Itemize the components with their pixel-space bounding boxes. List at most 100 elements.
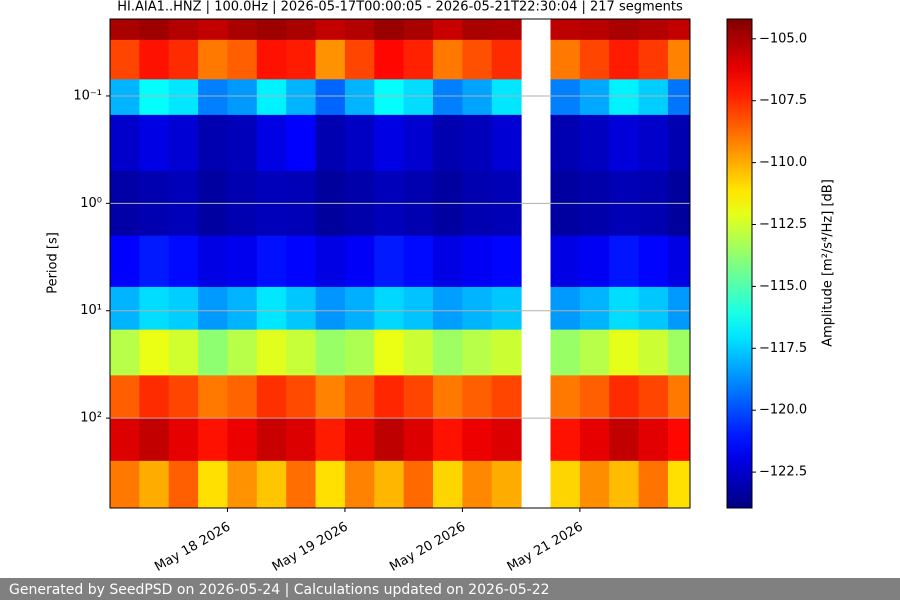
heatmap-cell (110, 235, 140, 288)
heatmap-cell (491, 286, 522, 331)
heatmap-cell (609, 460, 640, 509)
heatmap-cell (286, 19, 317, 41)
heatmap-cell (227, 235, 258, 288)
heatmap-cell (374, 114, 405, 172)
heatmap-cell (227, 19, 258, 41)
y-axis-label: Period [s] (46, 232, 61, 294)
heatmap-cell (667, 235, 691, 288)
heatmap-cell (462, 418, 493, 462)
heatmap-cell (638, 39, 669, 80)
heatmap-cell (667, 79, 691, 116)
heatmap-cell (491, 39, 522, 80)
heatmap-cell (344, 460, 375, 509)
heatmap-cell (227, 460, 258, 509)
heatmap-cell (286, 329, 317, 376)
heatmap-cell (609, 79, 640, 116)
heatmap-cell (491, 19, 522, 41)
heatmap-cell (286, 79, 317, 116)
heatmap-cell (462, 19, 493, 41)
heatmap-cell (315, 418, 346, 462)
heatmap-cell (286, 235, 317, 288)
heatmap-cell (374, 286, 405, 331)
heatmap-cell (579, 418, 610, 462)
heatmap-cell (403, 19, 434, 41)
heatmap-cell (638, 375, 669, 419)
heatmap-cell (256, 329, 287, 376)
heatmap-cell (667, 418, 691, 462)
heatmap-cell (315, 375, 346, 419)
heatmap-cell (198, 460, 228, 509)
heatmap-cell (609, 329, 640, 376)
heatmap-cell (579, 460, 610, 509)
heatmap-cell (462, 460, 493, 509)
y-tick-label: 10⁻¹ (73, 88, 102, 103)
heatmap-cell (403, 114, 434, 172)
heatmap (110, 19, 691, 509)
x-tick-label: May 20 2026 (387, 520, 468, 575)
y-tick-label: 10² (80, 411, 102, 426)
heatmap-cell (110, 114, 140, 172)
heatmap-cell (110, 19, 140, 41)
heatmap-cell (550, 418, 581, 462)
heatmap-cell (433, 460, 463, 509)
heatmap-cell (110, 79, 140, 116)
heatmap-cell (168, 460, 199, 509)
heatmap-cell (579, 286, 610, 331)
heatmap-cell (198, 418, 228, 462)
heatmap-cell (139, 375, 170, 419)
heatmap-cell (609, 375, 640, 419)
heatmap-cell (315, 235, 346, 288)
heatmap-cell (168, 329, 199, 376)
heatmap-cell (579, 39, 610, 80)
heatmap-cell (374, 375, 405, 419)
heatmap-cell (344, 79, 375, 116)
heatmap-cell (139, 460, 170, 509)
heatmap-cell (315, 79, 346, 116)
heatmap-cell (433, 329, 463, 376)
colorbar-tick-label: −120.0 (759, 403, 807, 418)
heatmap-cell (462, 235, 493, 288)
heatmap-cell (168, 418, 199, 462)
heatmap-cell (110, 460, 140, 509)
heatmap-cell (227, 39, 258, 80)
heatmap-cell (286, 114, 317, 172)
heatmap-cell (374, 418, 405, 462)
heatmap-cell (256, 286, 287, 331)
heatmap-cell (491, 235, 522, 288)
heatmap-cell (139, 235, 170, 288)
heatmap-cell (256, 460, 287, 509)
colorbar-tick-label: −107.5 (759, 93, 807, 108)
colorbar-tick-label: −117.5 (759, 341, 807, 356)
heatmap-cell (579, 375, 610, 419)
heatmap-cell (550, 114, 581, 172)
heatmap-cell (609, 418, 640, 462)
heatmap-cell (550, 286, 581, 331)
heatmap-cell (139, 79, 170, 116)
heatmap-cell (344, 39, 375, 80)
heatmap-cell (550, 460, 581, 509)
heatmap-cell (403, 39, 434, 80)
heatmap-cell (227, 418, 258, 462)
heatmap-cell (374, 19, 405, 41)
heatmap-cell (315, 19, 346, 41)
x-tick-label: May 19 2026 (270, 520, 351, 575)
chart-title: HI.AIA1..HNZ | 100.0Hz | 2026-05-17T00:0… (117, 0, 683, 15)
heatmap-cell (609, 286, 640, 331)
heatmap-cell (462, 286, 493, 331)
heatmap-cell (374, 79, 405, 116)
heatmap-cell (256, 19, 287, 41)
heatmap-cell (579, 329, 610, 376)
heatmap-cell (198, 114, 228, 172)
heatmap-cell (638, 418, 669, 462)
heatmap-cell (344, 418, 375, 462)
heatmap-cell (550, 19, 581, 41)
heatmap-cell (139, 418, 170, 462)
heatmap-cell (286, 39, 317, 80)
heatmap-cell (315, 114, 346, 172)
heatmap-cell (638, 460, 669, 509)
heatmap-cell (609, 114, 640, 172)
heatmap-cell (110, 375, 140, 419)
heatmap-cell (403, 79, 434, 116)
heatmap-cell (198, 329, 228, 376)
heatmap-cell (139, 39, 170, 80)
